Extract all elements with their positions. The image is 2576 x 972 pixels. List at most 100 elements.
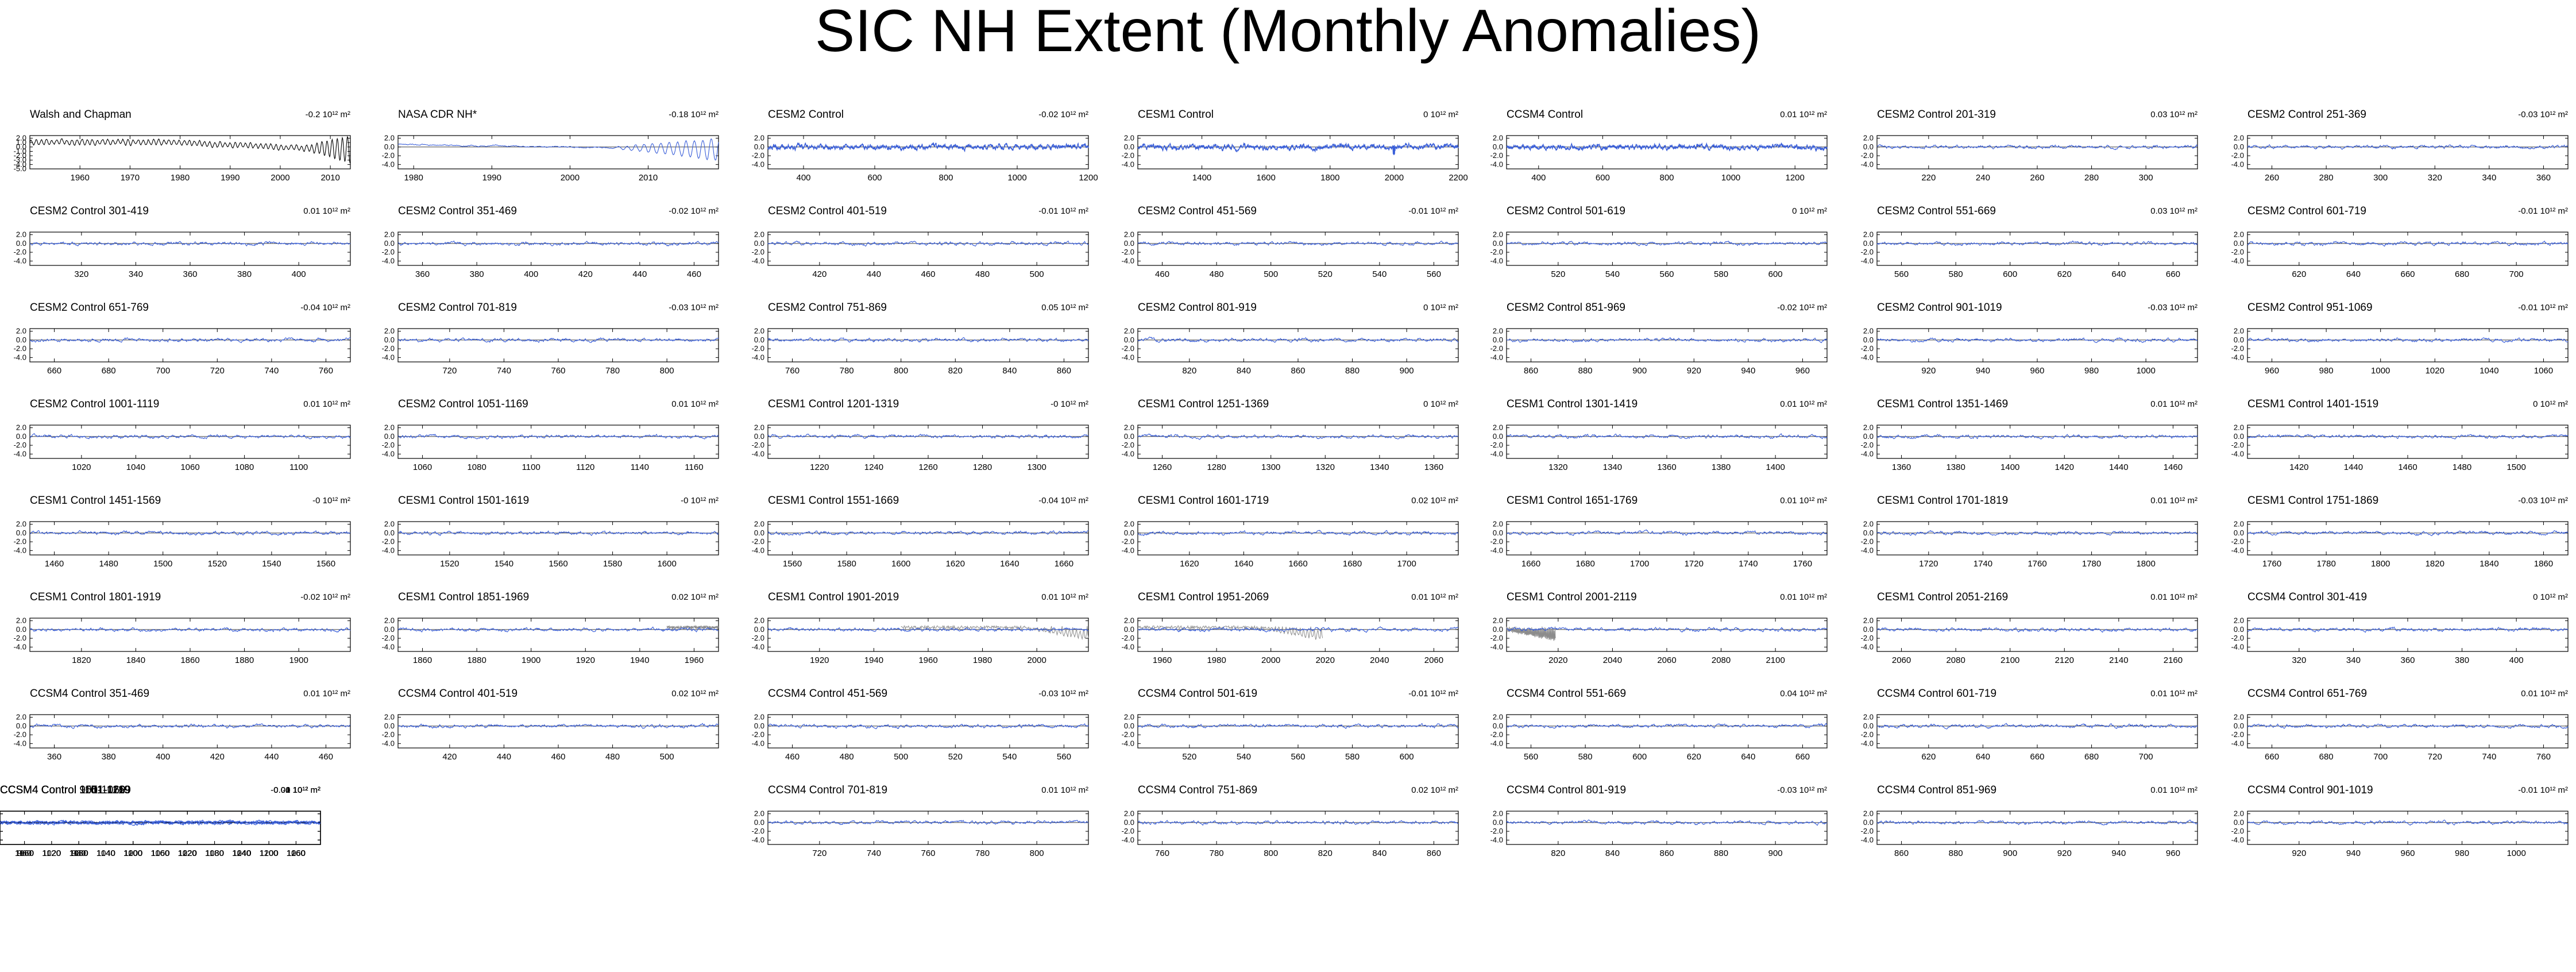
x-tick-label: 1660 — [1055, 559, 1073, 569]
panel-title: CESM1 Control 1951-2069 — [1138, 591, 1269, 603]
plot-frame — [1137, 811, 1459, 845]
y-tick-label: 0.0 — [1124, 432, 1134, 441]
y-tick-label: 2.0 — [2234, 616, 2244, 625]
panel-plot: 2.00.0-2.0-4.0 720 740 760 780 800 — [382, 327, 719, 376]
x-tick-label: 1440 — [2109, 462, 2128, 472]
panel-mean-units: 10¹² m² — [292, 785, 320, 795]
x-tick-label: 620 — [1921, 752, 1936, 762]
x-tick-label: 600 — [2003, 269, 2017, 279]
y-tick-label: 2.0 — [384, 616, 395, 625]
x-tick-label: 340 — [129, 269, 143, 279]
panel-plot: 2.00.0-2.0-4.0 860 880 900 920 940 960 — [1490, 327, 1828, 376]
observation-overlay-line — [666, 624, 719, 630]
plot-frame — [767, 714, 1089, 749]
x-tick-label: 1740 — [1739, 559, 1758, 569]
panel-mean-label: 0.01 10¹² m² — [1780, 400, 1827, 408]
y-tick-label: -4.0 — [1861, 353, 1874, 361]
chart-panel: CCSM4 Control 751-869 0.02 10¹² m² 2.0 0.0-… — [1122, 785, 1459, 877]
x-tick-label: 960 — [2400, 848, 2415, 858]
x-tick-label: 780 — [975, 848, 990, 858]
chart-panel: CESM1 Control 1651-1769 0.01 10¹² m² 2.0 0.… — [1490, 495, 1828, 587]
y-tick-label: 0.0 — [1124, 335, 1134, 344]
panel-plot: 2.00.0-2.0-4.0 1860 1880 1900 1920 1940 1960 — [382, 616, 719, 665]
panel-mean-value: 0.01 — [1041, 785, 1059, 795]
y-tick-label: -2.0 — [382, 537, 395, 546]
plot-frame — [29, 135, 351, 169]
chart-panel: CESM1 Control 1251-1369 0 10¹² m² 2.0 0.0 -2… — [1122, 399, 1459, 491]
x-tick-label: 1040 — [96, 848, 115, 858]
y-tick-label: 0.0 — [1493, 239, 1503, 248]
x-tick-label: 1140 — [96, 848, 115, 858]
y-tick-label: -4.0 — [2231, 546, 2244, 554]
panel-mean-value: 0.01 — [1780, 496, 1797, 506]
x-tick-label: 860 — [1291, 366, 1305, 376]
x-tick-label: 1820 — [2426, 559, 2444, 569]
x-tick-label: 1640 — [1000, 559, 1019, 569]
plot-frame — [1137, 618, 1459, 652]
plot-frame — [767, 135, 1089, 169]
plot-frame — [29, 714, 351, 749]
y-tick-label: 0.0 — [1124, 529, 1134, 537]
panel-title: CESM2 Control 701-819 — [398, 302, 517, 314]
x-tick-label: 440 — [867, 269, 881, 279]
y-tick-label: 2.0 — [1863, 423, 1874, 432]
plot-frame — [29, 328, 351, 362]
x-tick-label: 240 — [1976, 173, 1990, 183]
y-tick-label: -4.0 — [1490, 546, 1503, 554]
x-tick-label: 1800 — [1320, 173, 1339, 183]
x-tick-label: 580 — [1578, 752, 1593, 762]
panel-mean-value: 0.01 — [671, 399, 689, 409]
series-line — [767, 723, 1089, 730]
x-tick-label: 1840 — [126, 655, 145, 665]
y-tick-label: -2.0 — [1861, 151, 1874, 160]
x-tick-label: 2000 — [1261, 655, 1280, 665]
y-tick-label: -4.0 — [1490, 835, 1503, 844]
x-tick-label: 2120 — [2055, 655, 2074, 665]
y-tick-label: 2.0 — [754, 809, 764, 818]
y-tick-label: 0.0 — [16, 432, 26, 441]
y-tick-label: -2.0 — [1490, 151, 1503, 160]
x-tick-label: 1480 — [99, 559, 118, 569]
panel-mean-label: -0.04 10¹² m² — [300, 303, 350, 312]
x-tick-label: 1160 — [685, 462, 703, 472]
chart-panel: CESM2 Control 251-369 -0.03 10¹² m² 2.0 0.0… — [2231, 109, 2569, 201]
y-tick-label: 0.0 — [1863, 239, 1874, 248]
y-tick-label: -4.0 — [1122, 642, 1134, 651]
x-tick-label: 720 — [2428, 752, 2442, 762]
chart-panel: CESM2 Control 551-669 0.03 10¹² m² 2.0 0.0-… — [1861, 206, 2198, 298]
y-tick-label: -4.0 — [2231, 449, 2244, 458]
plot-frame — [0, 811, 321, 845]
chart-panel: CESM2 Control 951-1069 -0.01 10¹² m² 2.0 0.… — [2231, 302, 2569, 394]
panel-mean-label: -0.01 10¹² m² — [1038, 207, 1088, 215]
x-tick-label: 600 — [1632, 752, 1647, 762]
series-line — [30, 337, 351, 344]
y-tick-label: -2.0 — [1861, 441, 1874, 449]
x-tick-label: 660 — [2166, 269, 2180, 279]
x-tick-label: 1680 — [1575, 559, 1594, 569]
panel-mean-units: 10¹² m² — [2540, 785, 2568, 795]
x-tick-label: 440 — [264, 752, 279, 762]
panel-mean-label: -0.04 10¹² m² — [1038, 496, 1088, 505]
x-tick-label: 2020 — [1548, 655, 1567, 665]
chart-panel: CCSM4 Control 401-519 0.02 10¹² m² 2.0 0.0-… — [382, 688, 719, 780]
plot-frame — [2247, 425, 2569, 459]
panel-plot: 2.00.0-2.0-4.0 360 380 400 420 440 460 — [382, 230, 719, 279]
series-line — [1137, 241, 1459, 246]
y-tick-label: 0.0 — [754, 625, 764, 634]
x-tick-label: 400 — [796, 173, 810, 183]
x-tick-label: 960 — [2265, 366, 2279, 376]
y-tick-label: -4.0 — [14, 353, 26, 361]
x-tick-label: 1700 — [1630, 559, 1649, 569]
x-tick-label: 1200 — [259, 848, 278, 858]
chart-panel: CESM2 Control 301-419 0.01 10¹² m² 2.0 0.0-… — [14, 206, 351, 298]
x-tick-label: 1340 — [1370, 462, 1389, 472]
x-tick-label: 900 — [1632, 366, 1647, 376]
panel-plot: 2.00.0-2.0-4.0 720 740 760 780 800 — [752, 809, 1089, 858]
y-tick-label: -4.0 — [382, 256, 395, 265]
x-tick-label: 740 — [497, 366, 511, 376]
chart-panel: CESM1 Control 1751-1869 -0.03 10¹² m² 2.0 0… — [2231, 495, 2569, 587]
y-tick-label: 0.0 — [2234, 625, 2244, 634]
x-tick-label: 1520 — [440, 559, 459, 569]
x-tick-label: 380 — [237, 269, 252, 279]
panel-title: CESM1 Control — [1138, 109, 1214, 121]
